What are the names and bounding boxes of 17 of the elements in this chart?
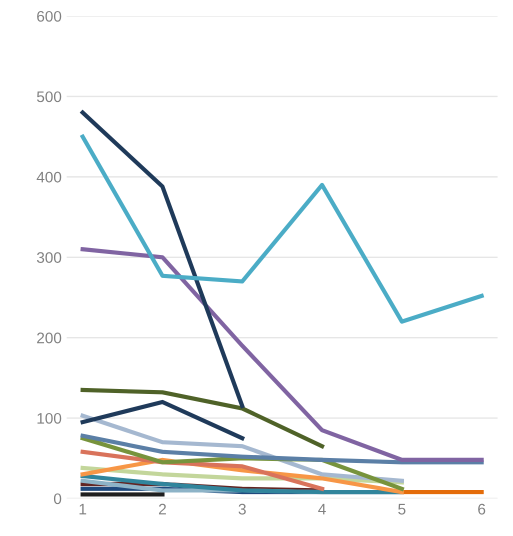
x-tick-label: 5 [398, 504, 406, 515]
y-tick-label: 200 [37, 332, 62, 344]
y-tick-label: 0 [54, 493, 62, 504]
x-tick-label: 2 [158, 504, 166, 514]
line-series [80, 247, 484, 462]
x-tick-label: 6 [478, 504, 486, 515]
x-tick-label: 4 [318, 504, 326, 514]
line-series [80, 434, 484, 464]
line-series [80, 134, 484, 324]
x-tick-label: 3 [238, 504, 246, 515]
line-series [80, 388, 324, 448]
x-tick-label: 1 [80, 504, 86, 514]
y-tick-label: 100 [38, 412, 62, 424]
y-tick-label: 400 [36, 172, 62, 183]
y-tick-label: 600 [37, 10, 62, 22]
y-tick-label: 300 [36, 252, 62, 263]
y-tick-label: 500 [36, 91, 62, 102]
